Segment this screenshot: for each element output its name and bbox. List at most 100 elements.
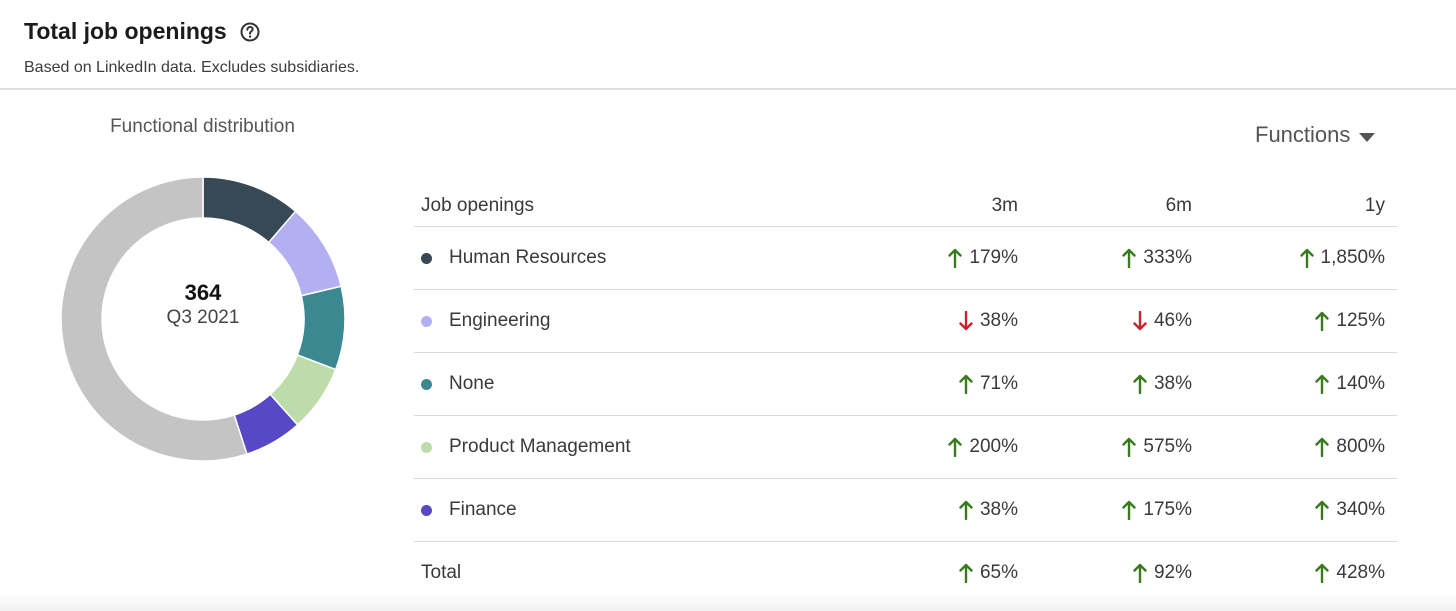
arrow-up-icon — [1315, 437, 1330, 458]
arrow-up-icon — [959, 374, 973, 395]
row-name-cell: Finance — [414, 499, 846, 521]
donut-slice-remaining[interactable] — [60, 176, 248, 462]
change-cell-1y: 140% — [1192, 373, 1391, 395]
change-value: 38% — [979, 499, 1018, 520]
arrow-up-icon — [1315, 500, 1330, 521]
column-header-job-openings: Job openings — [421, 195, 535, 216]
change-cell-6m: 92% — [1018, 562, 1192, 584]
change-cell-6m: 575% — [1018, 436, 1192, 458]
change-cell-3m: 38% — [846, 499, 1018, 521]
change-cell-6m: 38% — [1018, 373, 1192, 395]
change-cell-6m: 175% — [1018, 499, 1192, 521]
arrow-up-icon — [959, 563, 973, 584]
change-value: 92% — [1153, 562, 1192, 583]
change-value: 38% — [1153, 373, 1192, 394]
table-row-none: None 71% 38% 140% — [414, 353, 1397, 416]
change-value: 200% — [969, 436, 1018, 457]
change-value: 333% — [1143, 247, 1192, 268]
donut-center-label: Q3 2021 — [166, 307, 240, 328]
row-name-cell: Total — [414, 562, 846, 584]
row-label: Total — [421, 562, 462, 583]
row-label: Human Resources — [449, 247, 607, 268]
functions-dropdown-label: Functions — [1255, 122, 1351, 147]
table-body: Human Resources 179% 333% 1,850% Engineering… — [414, 227, 1397, 604]
functions-dropdown[interactable]: Functions — [1255, 122, 1376, 148]
column-header-6m: 6m — [1165, 195, 1192, 216]
change-cell-1y: 125% — [1192, 310, 1391, 332]
legend-dot-icon — [421, 315, 432, 327]
row-label: Engineering — [449, 310, 551, 331]
arrow-up-icon — [1122, 248, 1137, 269]
table-row-product-management: Product Management 200% 575% 800% — [414, 416, 1397, 479]
card-header: Total job openings Based on LinkedIn dat… — [24, 18, 359, 77]
donut-center-value: 364 — [184, 280, 222, 305]
change-cell-3m: 179% — [846, 247, 1018, 269]
change-cell-3m: 38% — [846, 310, 1018, 332]
change-value: 800% — [1336, 436, 1385, 457]
arrow-down-icon — [1133, 310, 1147, 331]
change-cell-1y: 1,850% — [1192, 247, 1391, 269]
change-value: 575% — [1143, 436, 1192, 457]
help-circle-icon[interactable] — [239, 21, 261, 43]
donut-chart — [60, 176, 346, 462]
column-header-3m: 3m — [991, 195, 1018, 216]
caret-down-icon — [1359, 130, 1376, 142]
change-cell-1y: 428% — [1192, 562, 1391, 584]
arrow-up-icon — [1315, 311, 1330, 332]
change-cell-6m: 46% — [1018, 310, 1192, 332]
header-divider — [0, 88, 1456, 90]
table-header-row: Job openings 3m 6m 1y — [414, 186, 1397, 227]
change-value: 428% — [1336, 562, 1385, 583]
arrow-up-icon — [1299, 248, 1314, 269]
change-value: 46% — [1153, 310, 1192, 331]
change-value: 125% — [1336, 310, 1385, 331]
legend-dot-icon — [421, 378, 432, 390]
legend-dot-icon — [421, 252, 432, 264]
donut-center: 364 Q3 2021 — [58, 280, 348, 329]
row-name-cell: Engineering — [414, 310, 846, 332]
row-name-cell: Human Resources — [414, 247, 846, 269]
change-value: 1,850% — [1320, 247, 1385, 268]
change-cell-3m: 200% — [846, 436, 1018, 458]
change-value: 140% — [1336, 373, 1385, 394]
arrow-up-icon — [1122, 500, 1137, 521]
chart-title: Functional distribution — [110, 116, 295, 137]
change-value: 179% — [969, 247, 1018, 268]
change-value: 340% — [1336, 499, 1385, 520]
arrow-up-icon — [959, 500, 973, 521]
column-header-1y: 1y — [1364, 195, 1385, 216]
table-row-finance: Finance 38% 175% 340% — [414, 479, 1397, 542]
title-row: Total job openings — [24, 18, 359, 45]
row-label: None — [449, 373, 495, 394]
change-value: 175% — [1143, 499, 1192, 520]
arrow-up-icon — [1122, 437, 1137, 458]
legend-dot-icon — [421, 504, 432, 516]
arrow-up-icon — [1133, 563, 1147, 584]
change-cell-3m: 65% — [846, 562, 1018, 584]
arrow-up-icon — [1315, 374, 1330, 395]
row-label: Product Management — [449, 436, 631, 457]
row-name-cell: None — [414, 373, 846, 395]
change-cell-6m: 333% — [1018, 247, 1192, 269]
bottom-shade — [0, 593, 1456, 611]
arrow-up-icon — [948, 437, 963, 458]
change-cell-1y: 800% — [1192, 436, 1391, 458]
table-row-human-resources: Human Resources 179% 333% 1,850% — [414, 227, 1397, 290]
change-value: 71% — [979, 373, 1018, 394]
change-value: 65% — [979, 562, 1018, 583]
card-subtitle: Based on LinkedIn data. Excludes subsidi… — [24, 59, 360, 76]
table-row-engineering: Engineering 38% 46% 125% — [414, 290, 1397, 353]
change-value: 38% — [979, 310, 1018, 331]
table-total-row: Total 65% 92% 428% — [414, 542, 1397, 604]
row-label: Finance — [449, 499, 517, 520]
change-cell-1y: 340% — [1192, 499, 1391, 521]
arrow-up-icon — [1133, 374, 1147, 395]
job-openings-table: Job openings 3m 6m 1y Human Resources 179… — [414, 186, 1397, 604]
arrow-up-icon — [948, 248, 963, 269]
row-name-cell: Product Management — [414, 436, 846, 458]
legend-dot-icon — [421, 441, 432, 453]
card-title: Total job openings — [24, 18, 227, 44]
arrow-down-icon — [959, 310, 973, 331]
change-cell-3m: 71% — [846, 373, 1018, 395]
